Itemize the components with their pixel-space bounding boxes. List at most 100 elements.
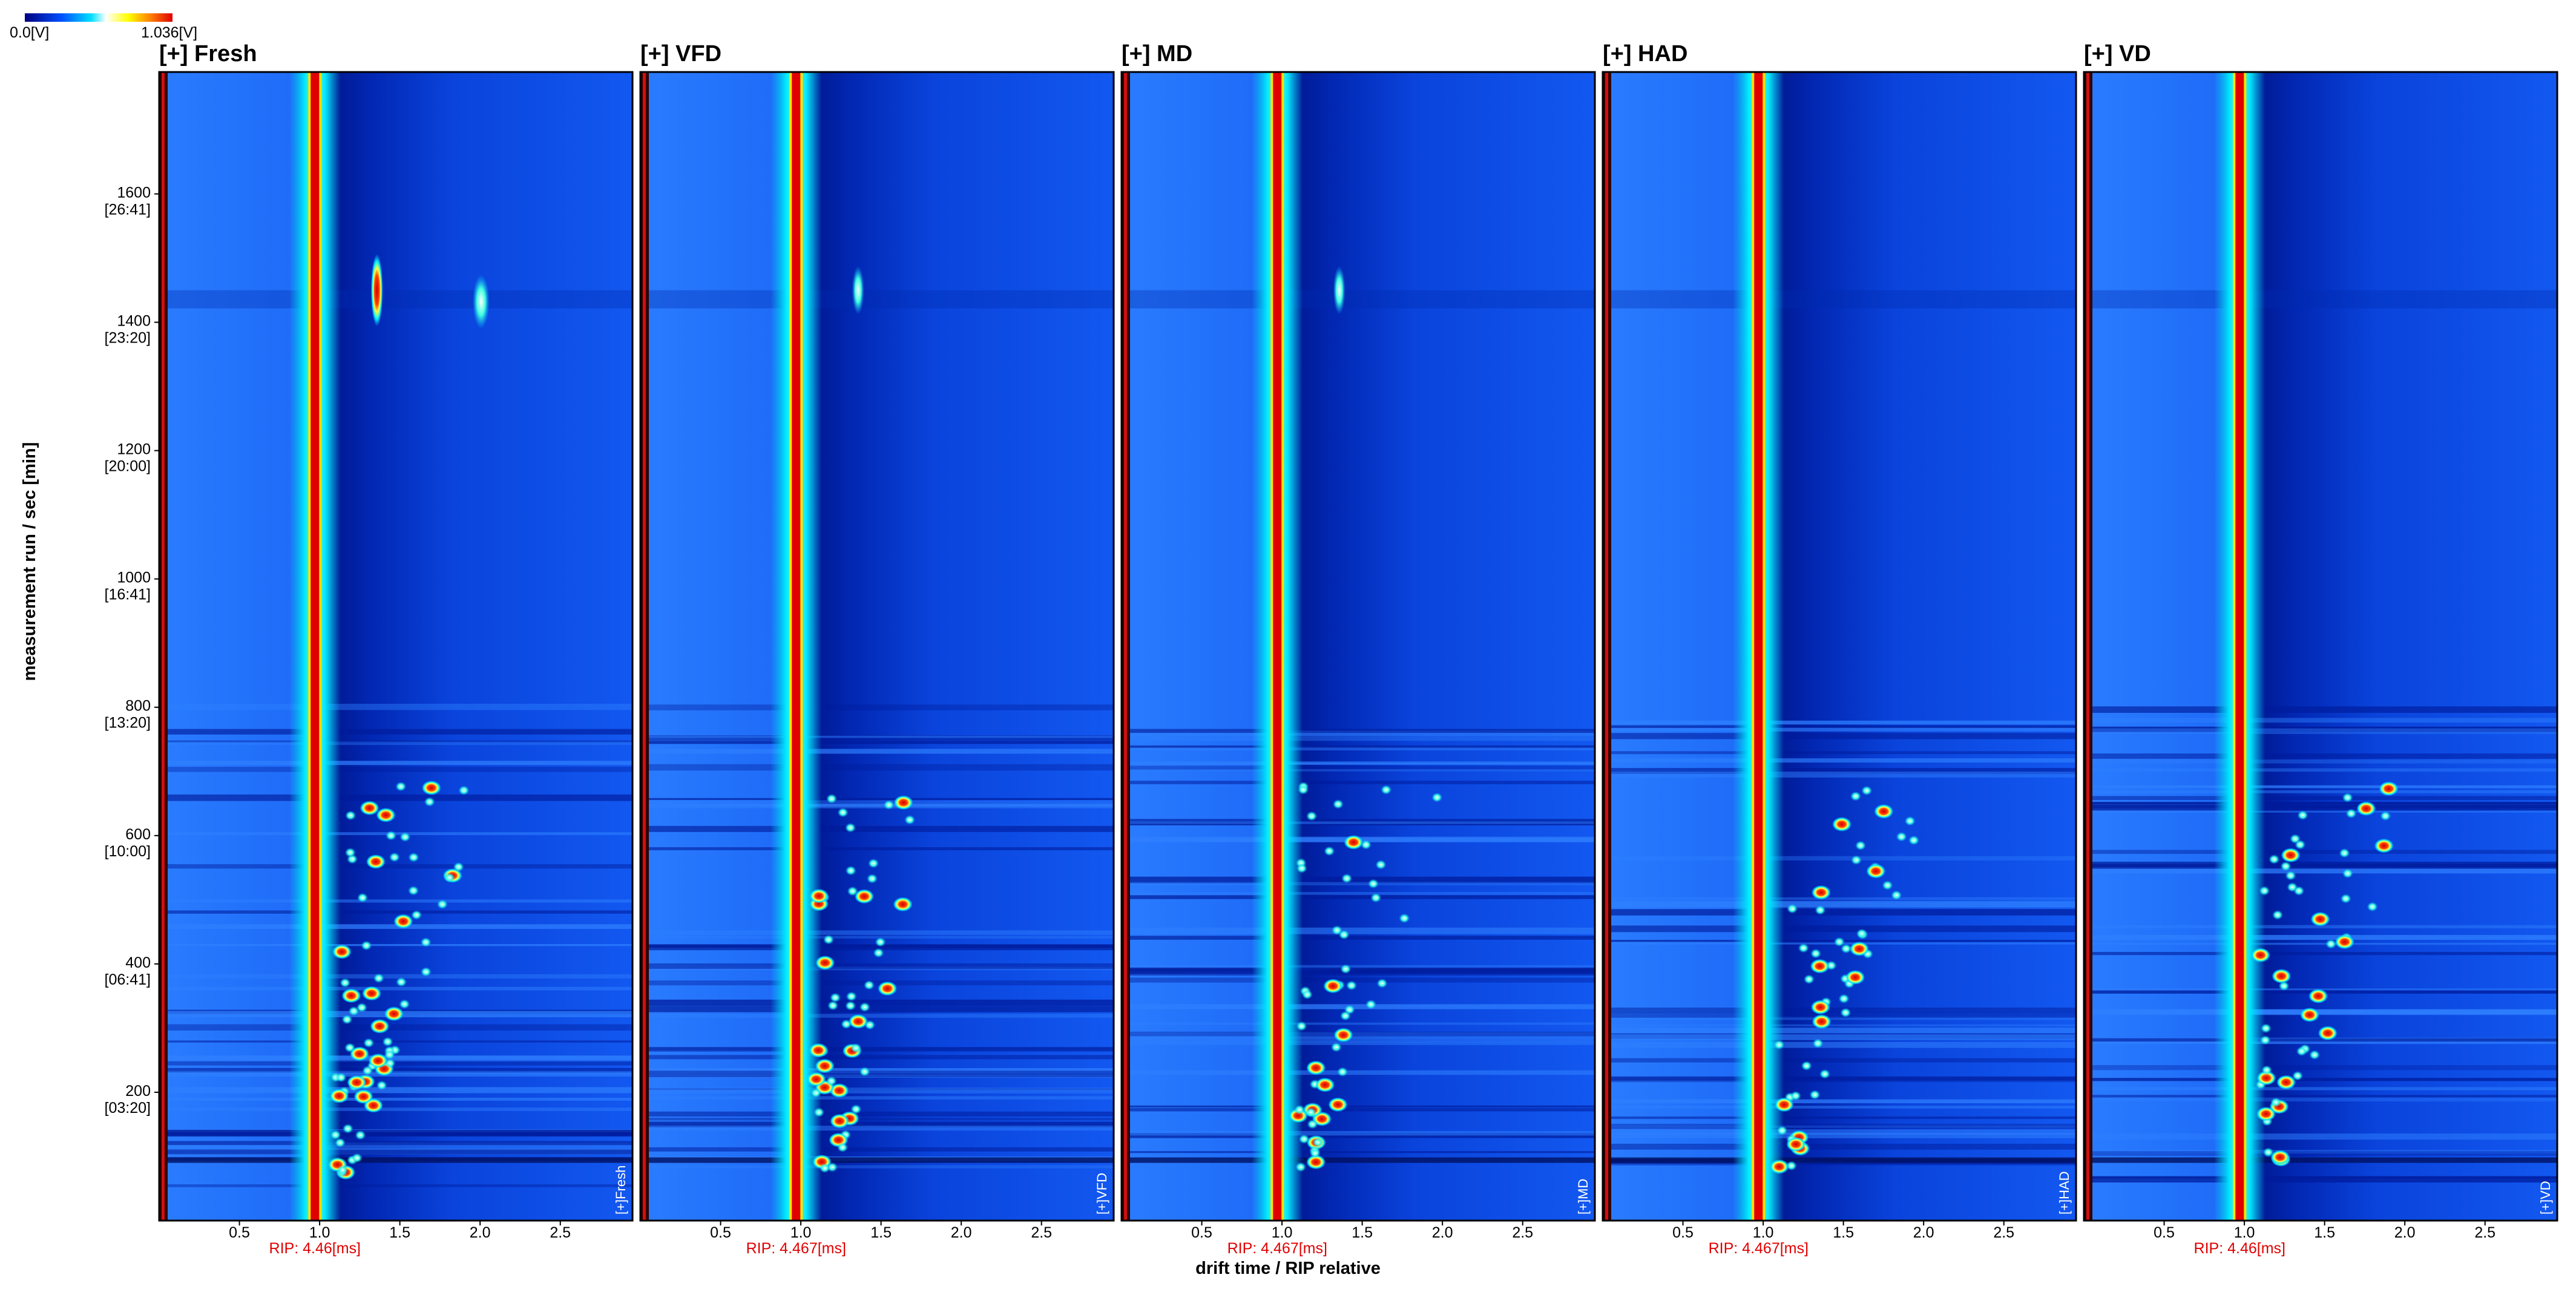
- stripe: [1603, 1058, 2076, 1063]
- stripe: [159, 1040, 632, 1043]
- stripe: [2084, 1133, 2557, 1140]
- stripe: [640, 1165, 1114, 1169]
- stripe: [2084, 753, 2557, 759]
- peak: [340, 978, 351, 988]
- stripe: [640, 1071, 1114, 1078]
- side-label: [+]MD: [1576, 1179, 1591, 1215]
- peak: [393, 914, 413, 929]
- plot-frame: [158, 71, 634, 1222]
- stripe: [640, 1006, 1114, 1012]
- y-tick-label: 400: [125, 954, 151, 971]
- stripe: [1122, 1004, 1595, 1009]
- peak: [341, 988, 361, 1003]
- stripe: [1122, 769, 1595, 772]
- peak: [904, 815, 916, 825]
- peak: [376, 807, 396, 822]
- peak: [1337, 1067, 1349, 1077]
- peak: [1298, 1134, 1310, 1144]
- peak: [2259, 1035, 2271, 1045]
- peak: [2272, 969, 2292, 984]
- stripe: [640, 704, 1114, 710]
- peak: [1306, 1155, 1326, 1170]
- stripe: [159, 1061, 632, 1066]
- peak: [408, 852, 419, 862]
- peak: [1798, 943, 1809, 953]
- x-tick-label: 2.5: [1993, 1224, 2014, 1241]
- x-tick-label: 1.5: [389, 1224, 410, 1241]
- stripe: [1122, 1022, 1595, 1025]
- peak: [2250, 948, 2270, 963]
- peak: [1305, 1107, 1316, 1118]
- stripe: [159, 899, 632, 903]
- stripe: [2084, 718, 2557, 723]
- stripe: [159, 1184, 632, 1187]
- peak: [2285, 870, 2296, 880]
- panel-title: [+] HAD: [1603, 41, 1687, 67]
- peak: [1333, 266, 1346, 315]
- peak: [2374, 838, 2394, 853]
- stripe: [1603, 772, 2076, 778]
- stripe: [1603, 1017, 2076, 1020]
- stripe: [159, 1149, 632, 1155]
- x-tick-label: 1.0: [2234, 1224, 2255, 1241]
- stripe: [640, 800, 1114, 805]
- peak: [458, 785, 470, 796]
- stripe: [640, 1047, 1114, 1051]
- y-tick-sublabel: [16:41]: [105, 586, 151, 603]
- peak: [420, 937, 432, 948]
- peak: [848, 1014, 868, 1029]
- stripe: [1122, 1031, 1595, 1037]
- stripe: [2084, 1157, 2557, 1163]
- peak: [396, 977, 407, 987]
- stripe: [159, 864, 632, 869]
- heatmap-background: [159, 72, 632, 1221]
- stripe: [1603, 1157, 2076, 1163]
- peak: [810, 1088, 822, 1098]
- stripe: [640, 798, 1114, 800]
- stripe: [1122, 968, 1595, 974]
- stripe: [159, 1107, 632, 1111]
- peak: [829, 1083, 849, 1098]
- peak: [1810, 948, 1822, 959]
- y-tick-label: 800: [125, 698, 151, 715]
- peak: [337, 1165, 348, 1175]
- peak: [826, 1076, 837, 1086]
- stripe: [640, 1096, 1114, 1100]
- stripe: [1122, 1037, 1595, 1043]
- stripes: [1122, 290, 1595, 1163]
- stripe: [1122, 1130, 1595, 1136]
- stripes: [640, 290, 1114, 1169]
- peak: [2345, 808, 2357, 819]
- stripe: [1603, 900, 2076, 908]
- peak: [1845, 969, 1865, 985]
- peak: [1819, 1069, 1830, 1079]
- y-tick-label: 200: [125, 1083, 151, 1100]
- stripe: [1603, 897, 2076, 900]
- y-tick-label: 1200: [117, 441, 151, 458]
- peak: [2281, 848, 2301, 863]
- peak: [444, 873, 455, 883]
- peak: [1801, 1061, 1812, 1071]
- peak: [1812, 1014, 1832, 1029]
- stripe: [159, 741, 632, 746]
- peak: [1333, 1028, 1353, 1043]
- peak: [819, 1163, 830, 1173]
- peak: [368, 1053, 388, 1068]
- stripe: [1603, 1007, 2076, 1013]
- peak: [809, 888, 829, 903]
- stripe: [159, 986, 632, 991]
- y-tick-label: 1600: [117, 184, 151, 201]
- stripe: [640, 1157, 1114, 1163]
- peak: [1856, 928, 1867, 939]
- peak: [841, 1019, 852, 1029]
- peak: [827, 1000, 839, 1011]
- stripe: [640, 735, 1114, 741]
- heatmap-background: [640, 72, 1114, 1221]
- peak: [399, 999, 410, 1009]
- peak: [2334, 934, 2354, 949]
- rip-core: [310, 72, 320, 1221]
- rip-core: [1273, 72, 1282, 1221]
- x-tick-label: 1.5: [870, 1224, 892, 1241]
- edge: [2086, 72, 2089, 1221]
- panel-title: [+] Fresh: [159, 41, 257, 67]
